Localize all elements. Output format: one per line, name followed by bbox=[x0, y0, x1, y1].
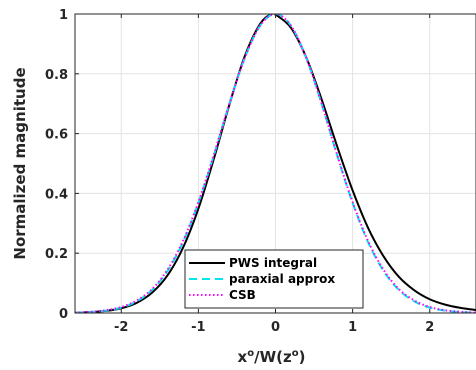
x-tick-label: -1 bbox=[191, 320, 205, 335]
series-layer bbox=[75, 14, 476, 313]
legend-label-paraxial-approx: paraxial approx bbox=[229, 272, 335, 286]
x-axis-label-mid: /W(z bbox=[254, 348, 292, 366]
y-tick-label: 0 bbox=[59, 307, 68, 322]
x-tick-label: 1 bbox=[348, 320, 357, 335]
legend-label-csb: CSB bbox=[229, 288, 256, 302]
legend-box bbox=[184, 249, 364, 309]
y-tick-label: 0.4 bbox=[45, 187, 68, 202]
x-axis-label-end: ) bbox=[299, 348, 306, 366]
y-tick-label: 0.6 bbox=[45, 128, 68, 143]
y-tick-label: 0.2 bbox=[45, 247, 68, 262]
x-axis-label-sup2: o bbox=[292, 348, 299, 359]
y-tick-label: 1 bbox=[59, 8, 68, 23]
y-axis-label: Normalized magnitude bbox=[11, 67, 29, 259]
series-line-csb bbox=[75, 14, 476, 313]
legend-label-pws-integral: PWS integral bbox=[229, 256, 317, 270]
y-tick-label: 0.8 bbox=[45, 68, 68, 83]
x-axis-label-base: x bbox=[238, 348, 248, 366]
x-tick-label: 0 bbox=[271, 320, 280, 335]
x-tick-label: -2 bbox=[114, 320, 128, 335]
ticks bbox=[75, 13, 431, 314]
series-line-pws-integral bbox=[75, 14, 476, 313]
legend: PWS integral paraxial approx CSB bbox=[184, 249, 364, 309]
x-axis-label-sup1: o bbox=[247, 348, 254, 359]
tick-labels: -2 -1 0 1 2 0 0.2 0.4 0.6 0.8 1 bbox=[45, 8, 434, 335]
x-axis-label: xo/W(zo) bbox=[238, 348, 306, 366]
x-tick-label: 2 bbox=[425, 320, 434, 335]
